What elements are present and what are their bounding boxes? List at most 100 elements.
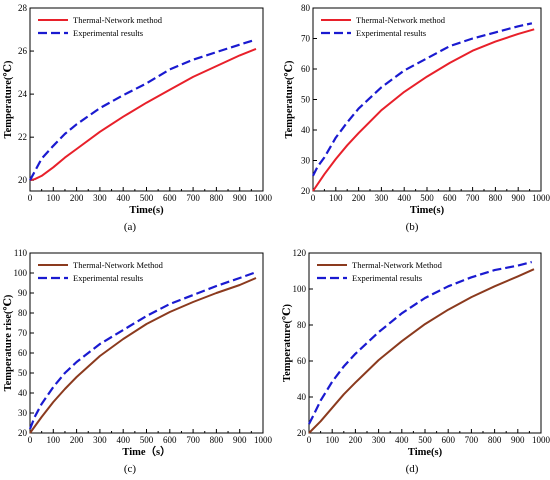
x-tick-label: 400 xyxy=(116,193,130,203)
y-tick-label: 90 xyxy=(18,288,28,298)
y-tick-label: 40 xyxy=(301,125,311,135)
x-tick-label: 0 xyxy=(311,193,316,203)
y-tick-label: 30 xyxy=(301,156,311,166)
legend-label: Experimental results xyxy=(356,28,426,38)
y-tick-label: 50 xyxy=(301,95,311,105)
x-tick-label: 800 xyxy=(488,435,502,445)
x-tick-label: 1000 xyxy=(254,193,273,203)
y-tick-label: 120 xyxy=(293,248,307,258)
series-line-experimental xyxy=(29,39,255,181)
y-tick-label: 50 xyxy=(18,368,28,378)
x-tick-label: 0 xyxy=(28,435,33,445)
x-tick-label: 600 xyxy=(443,193,457,203)
panel-label: (c) xyxy=(124,463,137,475)
x-axis-title: Time(s) xyxy=(129,205,164,216)
series-line-thermal-network xyxy=(308,268,535,434)
x-tick-label: 200 xyxy=(70,435,84,445)
x-tick-label: 200 xyxy=(349,435,363,445)
x-tick-label: 400 xyxy=(397,193,411,203)
legend-label: Experimental results xyxy=(352,273,422,283)
x-tick-label: 900 xyxy=(511,435,525,445)
panel-label: (b) xyxy=(406,221,419,233)
series-line-thermal-network xyxy=(29,277,257,434)
x-tick-label: 200 xyxy=(70,193,84,203)
legend-label: Experimental results xyxy=(73,28,143,38)
y-tick-label: 100 xyxy=(293,284,307,294)
series-line-thermal-network xyxy=(29,47,257,182)
chart-panel-3: 0 100 200 300 400 500 600 700 800 900 1000 20 30 40 50… xyxy=(3,248,273,475)
x-tick-label: 800 xyxy=(210,193,224,203)
x-tick-label: 100 xyxy=(47,435,61,445)
y-tick-label: 80 xyxy=(301,3,311,13)
x-tick-label: 100 xyxy=(47,193,61,203)
x-tick-label: 100 xyxy=(325,435,339,445)
x-tick-label: 700 xyxy=(466,193,480,203)
x-tick-label: 500 xyxy=(140,435,154,445)
y-axis-title: Temperature(℃) xyxy=(3,60,14,138)
series-line-thermal-network xyxy=(312,28,535,192)
x-tick-label: 800 xyxy=(489,193,503,203)
legend-label: Thermal-Network Method xyxy=(352,260,443,270)
x-tick-label: 600 xyxy=(441,435,455,445)
x-tick-label: 1000 xyxy=(254,435,273,445)
chart-panel-2: 0 100 200 300 400 500 600 700 800 900 1000 20 30 40 50… xyxy=(284,3,550,233)
plot-frame xyxy=(29,252,264,434)
y-axis-title: Temperature rise(℃) xyxy=(3,294,14,391)
x-tick-label: 300 xyxy=(375,193,389,203)
series-line-experimental xyxy=(28,271,255,430)
plot-frame xyxy=(29,7,264,192)
x-tick-label: 400 xyxy=(395,435,409,445)
y-tick-label: 20 xyxy=(297,428,307,438)
x-tick-label: 100 xyxy=(329,193,343,203)
y-tick-label: 60 xyxy=(301,64,311,74)
y-tick-label: 110 xyxy=(14,248,28,258)
legend-label: Thermal-Network method xyxy=(356,15,446,25)
legend-label: Thermal-Network Method xyxy=(73,260,164,270)
x-tick-label: 800 xyxy=(210,435,224,445)
x-tick-label: 300 xyxy=(93,435,107,445)
x-tick-label: 600 xyxy=(163,193,177,203)
x-tick-label: 0 xyxy=(307,435,312,445)
y-tick-label: 30 xyxy=(18,408,28,418)
y-tick-label: 80 xyxy=(297,320,307,330)
plot-frame xyxy=(308,252,542,434)
x-tick-label: 900 xyxy=(233,193,247,203)
y-axis-title: Temperature(℃) xyxy=(284,60,295,138)
x-tick-label: 300 xyxy=(372,435,386,445)
x-tick-label: 600 xyxy=(163,435,177,445)
series-line-experimental xyxy=(308,260,532,425)
panel-label: (d) xyxy=(406,463,419,475)
x-tick-label: 700 xyxy=(186,435,200,445)
x-tick-label: 1000 xyxy=(532,193,550,203)
x-tick-label: 500 xyxy=(140,193,154,203)
y-tick-label: 20 xyxy=(18,428,28,438)
x-axis-title: Time(s) xyxy=(408,447,443,458)
y-tick-label: 20 xyxy=(301,186,311,196)
plot-frame xyxy=(312,7,542,192)
x-axis-title: Time（s） xyxy=(122,445,170,458)
x-tick-label: 0 xyxy=(28,193,33,203)
y-tick-label: 70 xyxy=(301,34,311,44)
y-tick-label: 70 xyxy=(18,328,28,338)
y-tick-label: 100 xyxy=(14,268,28,278)
y-tick-label: 26 xyxy=(18,46,28,56)
chart-panel-4: 0 100 200 300 400 500 600 700 800 900 1000 20 40 60 80… xyxy=(282,248,550,475)
x-tick-label: 900 xyxy=(233,435,247,445)
y-tick-label: 40 xyxy=(18,388,28,398)
y-axis-title: Temperature(℃) xyxy=(282,304,293,382)
y-tick-label: 20 xyxy=(18,175,28,185)
x-tick-label: 400 xyxy=(116,435,130,445)
y-tick-label: 40 xyxy=(297,392,307,402)
legend-label: Experimental results xyxy=(73,273,143,283)
legend-label: Thermal-Network method xyxy=(73,15,163,25)
x-tick-label: 900 xyxy=(511,193,525,203)
y-tick-label: 22 xyxy=(18,132,27,142)
x-tick-label: 300 xyxy=(93,193,107,203)
y-tick-label: 28 xyxy=(18,3,28,13)
series-line-experimental xyxy=(312,22,533,177)
x-tick-label: 700 xyxy=(186,193,200,203)
x-tick-label: 500 xyxy=(420,193,434,203)
x-tick-label: 200 xyxy=(352,193,366,203)
y-tick-label: 24 xyxy=(18,89,28,99)
